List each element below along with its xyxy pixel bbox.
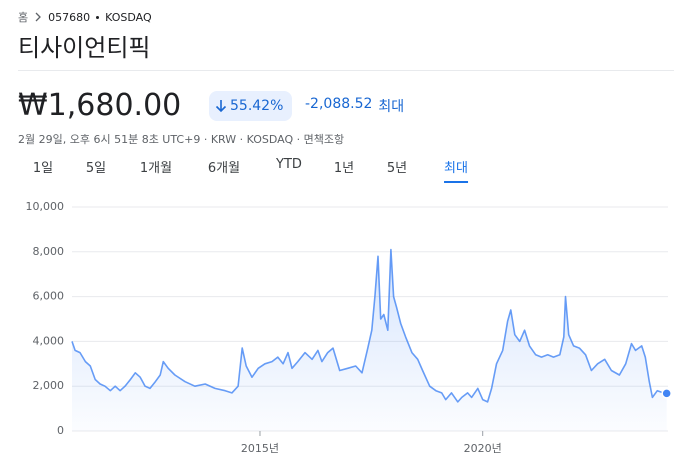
change: -2,088.52 xyxy=(305,96,373,112)
price: ₩1,680.00 xyxy=(18,88,182,123)
ticker: 057680 xyxy=(48,10,91,24)
price-line xyxy=(71,248,667,403)
y-tick-label: 6,000 xyxy=(33,290,65,303)
area-fill xyxy=(72,249,667,431)
x-tick-label: 2015년 xyxy=(241,442,279,455)
x-tick-label: 2020년 xyxy=(464,442,502,455)
info-line: 2월 29일, 오후 6시 51분 8초 UTC+9 · KRW · KOSDA… xyxy=(18,133,345,146)
change-chip: 55.42% xyxy=(209,91,293,121)
range-tab[interactable]: YTD xyxy=(276,157,302,172)
y-tick-label: 2,000 xyxy=(33,379,65,392)
period: 최대 xyxy=(378,99,405,115)
down-arrow xyxy=(215,100,227,113)
chevron xyxy=(35,12,42,22)
divider xyxy=(18,70,674,71)
range-tab[interactable]: 5일 xyxy=(85,161,107,176)
exchange: KOSDAQ xyxy=(105,10,152,24)
breadcrumb: 홈 057680 KOSDAQ xyxy=(18,9,152,25)
home-link[interactable]: 홈 xyxy=(18,11,29,24)
range-tab[interactable]: 5년 xyxy=(386,161,408,176)
last-point xyxy=(661,388,672,399)
change-percent: 55.42% xyxy=(230,98,284,114)
company-name: 티사이언티픽 xyxy=(18,34,151,62)
range-tab[interactable]: 1일 xyxy=(32,161,54,176)
range-tab[interactable]: 최대 xyxy=(444,157,468,183)
y-tick-label: 10,000 xyxy=(26,200,65,213)
y-tick-label: 0 xyxy=(57,424,64,437)
range-tab[interactable]: 6개월 xyxy=(207,161,241,176)
y-tick-label: 4,000 xyxy=(33,334,65,347)
range-tab[interactable]: 1개월 xyxy=(139,161,173,176)
y-tick-label: 8,000 xyxy=(33,245,65,258)
change-row: -2,088.52 최대 xyxy=(305,96,404,116)
range-tab[interactable]: 1년 xyxy=(333,161,355,176)
separator xyxy=(96,15,100,19)
